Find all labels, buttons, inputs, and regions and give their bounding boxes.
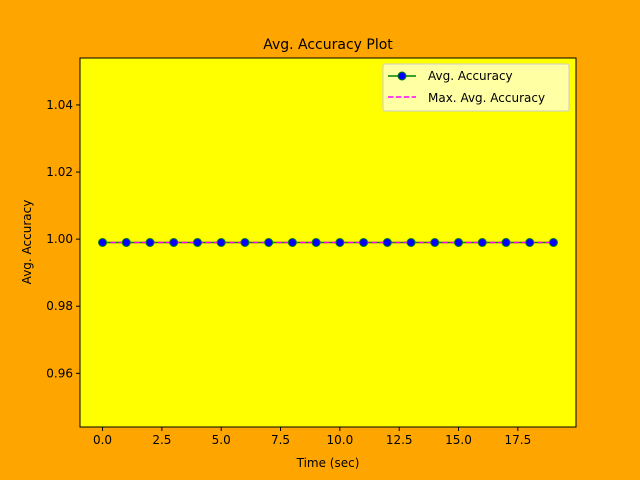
legend: Avg. Accuracy Max. Avg. Accuracy xyxy=(382,63,570,112)
y-tick-label: 0.96 xyxy=(46,366,73,380)
legend-accuracy-marker xyxy=(397,71,407,81)
accuracy-data-point xyxy=(501,238,511,247)
accuracy-data-point xyxy=(359,238,369,247)
chart-title: Avg. Accuracy Plot xyxy=(263,37,393,53)
y-tick-label: 1.04 xyxy=(46,98,73,112)
accuracy-data-point xyxy=(525,238,535,247)
legend-box xyxy=(382,63,570,112)
accuracy-data-point xyxy=(335,238,345,247)
accuracy-data-point xyxy=(477,238,487,247)
accuracy-data-point xyxy=(145,238,155,247)
accuracy-data-point xyxy=(121,238,131,247)
plot-frame xyxy=(79,57,577,428)
accuracy-data-point xyxy=(311,238,321,247)
accuracy-data-point xyxy=(287,238,297,247)
accuracy-data-point xyxy=(98,238,108,247)
accuracy-data-point xyxy=(430,238,440,247)
y-tick-label: 1.00 xyxy=(46,232,73,246)
accuracy-data-point xyxy=(406,238,416,247)
accuracy-data-point xyxy=(216,238,226,247)
y-axis-label: Avg. Accuracy xyxy=(20,200,34,285)
x-tick-label: 17.5 xyxy=(504,433,531,447)
y-tick-label: 0.98 xyxy=(46,299,73,313)
accuracy-series-layer xyxy=(98,238,558,247)
accuracy-data-point xyxy=(240,238,250,247)
y-axis: 0.96 0.98 1.00 1.02 1.04 xyxy=(46,98,80,380)
accuracy-data-point xyxy=(169,238,179,247)
x-axis: 0.0 2.5 5.0 7.5 10.0 12.5 15.0 17.5 xyxy=(93,427,531,447)
accuracy-data-point xyxy=(382,238,392,247)
accuracy-data-point xyxy=(454,238,464,247)
x-tick-label: 7.5 xyxy=(271,433,290,447)
x-tick-label: 12.5 xyxy=(386,433,413,447)
x-tick-label: 10.0 xyxy=(327,433,354,447)
x-tick-label: 0.0 xyxy=(93,433,112,447)
legend-accuracy-label: Avg. Accuracy xyxy=(428,69,513,83)
y-tick-label: 1.02 xyxy=(46,165,73,179)
x-tick-label: 2.5 xyxy=(152,433,171,447)
x-tick-label: 15.0 xyxy=(445,433,472,447)
accuracy-data-point xyxy=(192,238,202,247)
legend-max-label: Max. Avg. Accuracy xyxy=(428,91,545,105)
accuracy-data-point xyxy=(548,238,558,247)
x-axis-label: Time (sec) xyxy=(296,456,360,470)
accuracy-data-point xyxy=(264,238,274,247)
x-tick-label: 5.0 xyxy=(212,433,231,447)
